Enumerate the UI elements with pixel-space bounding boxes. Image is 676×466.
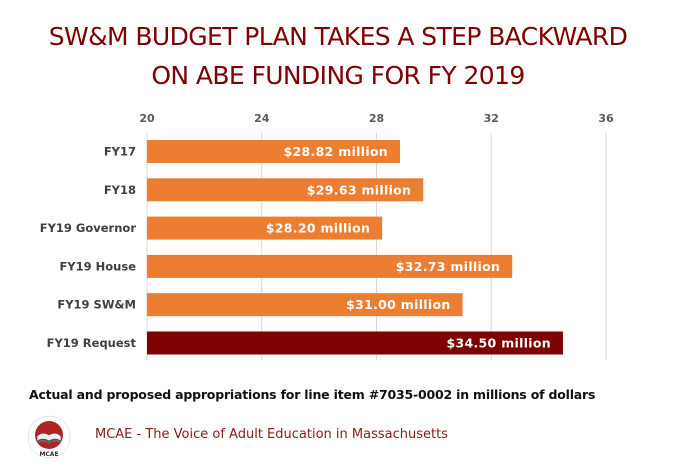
category-label: FY19 House (59, 259, 136, 273)
category-label: FY17 (104, 145, 136, 159)
chart-title-line-2: ON ABE FUNDING FOR FY 2019 (151, 61, 525, 90)
bar (147, 216, 383, 240)
logo-text: MCAE (39, 451, 58, 458)
x-tick-label: 20 (139, 112, 155, 125)
category-label: FY19 SW&M (57, 298, 136, 312)
x-tick-label: 32 (484, 112, 499, 125)
mcae-logo-icon: MCAE (27, 415, 71, 459)
x-tick-label: 36 (598, 112, 614, 125)
data-label: $29.63 million (307, 182, 411, 197)
category-labels: FY17 FY18 FY19 Governor FY19 House FY19 SW&M… (40, 145, 137, 351)
data-label: $31.00 million (346, 297, 450, 312)
category-label: FY19 Governor (40, 221, 137, 235)
chart-caption: Actual and proposed appropriations for l… (29, 387, 596, 402)
data-label: $28.20 million (266, 221, 370, 236)
data-label: $28.82 million (284, 144, 388, 159)
bar (147, 178, 424, 202)
x-axis-ticks: 20 24 28 32 36 (139, 112, 614, 125)
bars (147, 140, 563, 355)
gridlines (146, 133, 607, 360)
data-label: $34.50 million (447, 336, 551, 351)
chart-title-line-1: SW&M BUDGET PLAN TAKES A STEP BACKWARD (48, 22, 628, 51)
bar (147, 254, 513, 278)
data-label: $32.73 million (396, 259, 500, 274)
x-tick-label: 24 (254, 112, 270, 125)
category-label: FY18 (104, 183, 136, 197)
organization-tagline: MCAE - The Voice of Adult Education in M… (95, 427, 448, 442)
bar (147, 293, 463, 317)
x-tick-label: 28 (369, 112, 384, 125)
bar (147, 331, 563, 355)
category-label: FY19 Request (47, 336, 137, 350)
data-labels: $28.82 million $29.63 million $28.20 milli… (266, 144, 551, 351)
bar (147, 140, 401, 163)
